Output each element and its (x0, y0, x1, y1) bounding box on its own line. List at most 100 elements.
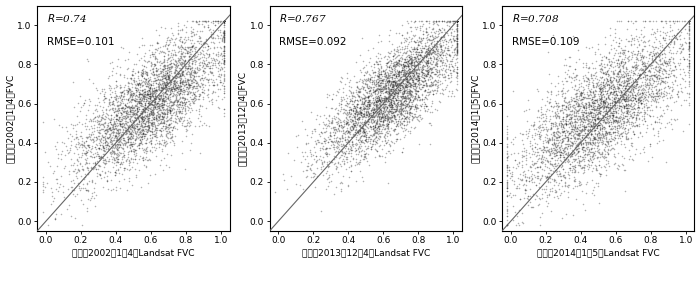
Point (126, 104, 137, 109)
Point (652, 50, 663, 55)
Point (360, 120, 372, 125)
Point (534, 133, 545, 138)
Point (602, 78, 613, 83)
Point (391, 82, 402, 86)
Point (148, 62, 160, 66)
Point (386, 103, 398, 107)
Point (592, 111, 603, 116)
Point (151, 100, 162, 105)
Point (561, 122, 572, 126)
Point (619, 127, 630, 131)
Point (113, 129, 124, 134)
Point (184, 64, 195, 68)
Point (64, 202, 75, 207)
Point (386, 109, 397, 114)
Point (125, 110, 136, 115)
Point (391, 61, 402, 65)
Point (560, 127, 571, 132)
Point (430, 62, 441, 67)
Point (212, 19, 223, 24)
Point (564, 138, 575, 143)
Point (446, 45, 457, 49)
Point (577, 105, 588, 110)
Point (620, 73, 631, 77)
Point (153, 97, 164, 102)
Point (586, 110, 597, 114)
Point (381, 67, 392, 72)
Point (370, 60, 382, 65)
Point (514, 197, 526, 202)
Point (137, 70, 148, 75)
Point (615, 83, 626, 88)
Point (452, 53, 463, 58)
Point (346, 108, 357, 112)
Point (403, 75, 414, 79)
Point (372, 94, 383, 99)
Point (122, 135, 134, 140)
Point (219, 25, 230, 30)
Point (165, 102, 176, 107)
Point (554, 118, 566, 123)
Point (589, 192, 600, 197)
Point (373, 79, 384, 84)
Point (78, 142, 90, 147)
Point (51, 140, 62, 144)
Point (399, 57, 410, 62)
Point (395, 102, 407, 107)
Point (596, 115, 607, 120)
Point (176, 151, 188, 156)
Point (374, 121, 385, 126)
Point (410, 107, 421, 112)
Point (363, 122, 374, 126)
Point (146, 120, 158, 125)
Point (601, 114, 612, 118)
Point (193, 82, 204, 86)
Point (394, 69, 405, 74)
Point (578, 141, 589, 145)
Point (370, 107, 382, 111)
Point (340, 102, 351, 107)
Point (560, 78, 571, 83)
Point (684, 82, 695, 86)
Point (581, 133, 592, 138)
Point (620, 86, 631, 90)
Point (410, 66, 421, 71)
Point (619, 156, 630, 160)
Point (402, 83, 413, 88)
Point (539, 145, 550, 149)
Point (134, 120, 145, 125)
Point (115, 91, 126, 96)
Point (159, 103, 170, 107)
Point (534, 165, 545, 169)
Point (114, 89, 125, 94)
Point (324, 132, 335, 137)
Point (348, 74, 359, 78)
Point (514, 171, 526, 176)
Point (434, 58, 445, 63)
Point (360, 87, 371, 92)
Point (586, 96, 597, 101)
Point (357, 132, 368, 137)
Point (598, 115, 609, 120)
Point (446, 39, 457, 44)
Point (393, 110, 404, 115)
Point (648, 95, 659, 100)
Point (654, 51, 666, 55)
Point (586, 99, 597, 104)
Point (99, 128, 111, 133)
Point (682, 47, 694, 52)
Point (609, 63, 620, 68)
Point (610, 79, 622, 83)
Point (145, 82, 156, 86)
Point (384, 86, 395, 91)
Point (667, 45, 678, 49)
Point (365, 110, 376, 115)
Point (602, 56, 613, 61)
Point (636, 83, 647, 88)
Point (392, 104, 403, 109)
Point (504, 175, 515, 180)
Point (638, 33, 650, 38)
Point (577, 102, 588, 107)
Point (341, 95, 352, 100)
Point (658, 59, 669, 64)
